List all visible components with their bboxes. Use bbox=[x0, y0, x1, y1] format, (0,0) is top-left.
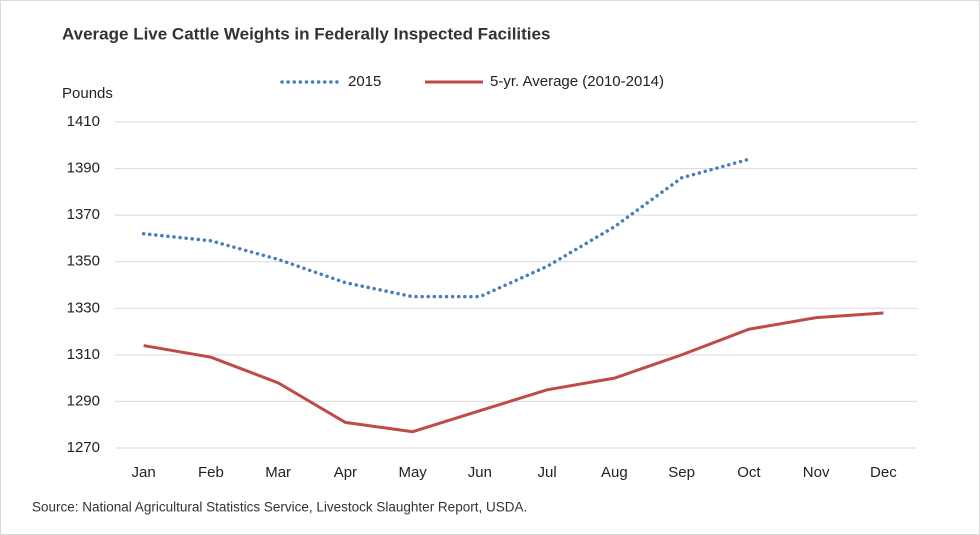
y-tick-label: 1390 bbox=[67, 160, 100, 177]
series-line bbox=[143, 311, 884, 434]
y-tick-label: 1290 bbox=[67, 392, 100, 409]
x-tick-label: Aug bbox=[601, 464, 628, 481]
y-axis-label: Pounds bbox=[62, 85, 113, 102]
x-tick-label: Sep bbox=[668, 464, 695, 481]
y-tick-label: 1330 bbox=[67, 299, 100, 316]
source-note: Source: National Agricultural Statistics… bbox=[32, 500, 527, 515]
y-tick-label: 1270 bbox=[67, 439, 100, 456]
legend-label: 5-yr. Average (2010-2014) bbox=[490, 73, 664, 90]
x-tick-label: Dec bbox=[870, 464, 897, 481]
y-tick-label: 1350 bbox=[67, 253, 100, 270]
x-tick-label: Oct bbox=[737, 464, 761, 481]
x-tick-label: Feb bbox=[198, 464, 224, 481]
series-line bbox=[141, 157, 751, 299]
x-tick-label: Apr bbox=[334, 464, 357, 481]
legend-label: 2015 bbox=[348, 73, 381, 90]
chart-title: Average Live Cattle Weights in Federally… bbox=[62, 24, 550, 43]
x-tick-label: Jan bbox=[132, 464, 156, 481]
y-tick-label: 1370 bbox=[67, 206, 100, 223]
y-tick-label: 1410 bbox=[67, 113, 100, 130]
x-tick-label: Mar bbox=[265, 464, 291, 481]
x-tick-label: May bbox=[398, 464, 427, 481]
y-tick-label: 1310 bbox=[67, 346, 100, 363]
x-tick-label: Jul bbox=[538, 464, 557, 481]
x-tick-label: Jun bbox=[468, 464, 492, 481]
x-tick-label: Nov bbox=[803, 464, 830, 481]
